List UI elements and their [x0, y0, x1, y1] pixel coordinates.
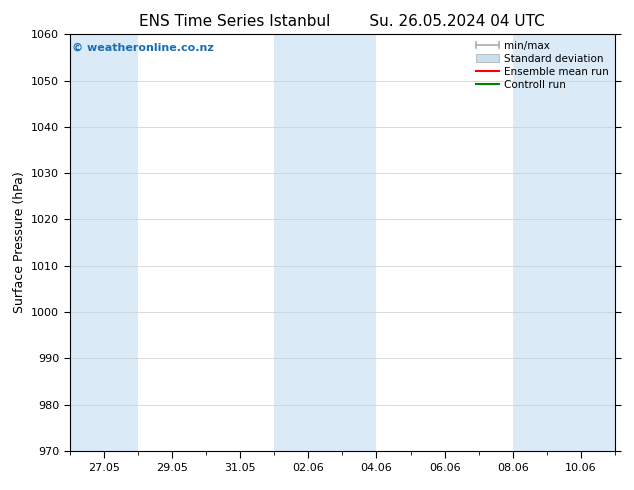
Bar: [513, 34, 615, 451]
Legend: min/max, Standard deviation, Ensemble mean run, Controll run: min/max, Standard deviation, Ensemble me…: [472, 36, 613, 94]
Title: ENS Time Series Istanbul        Su. 26.05.2024 04 UTC: ENS Time Series Istanbul Su. 26.05.2024 …: [139, 14, 545, 29]
Text: © weatheronline.co.nz: © weatheronline.co.nz: [72, 43, 214, 52]
Bar: [274, 34, 377, 451]
Y-axis label: Surface Pressure (hPa): Surface Pressure (hPa): [13, 172, 25, 314]
Bar: [70, 34, 138, 451]
